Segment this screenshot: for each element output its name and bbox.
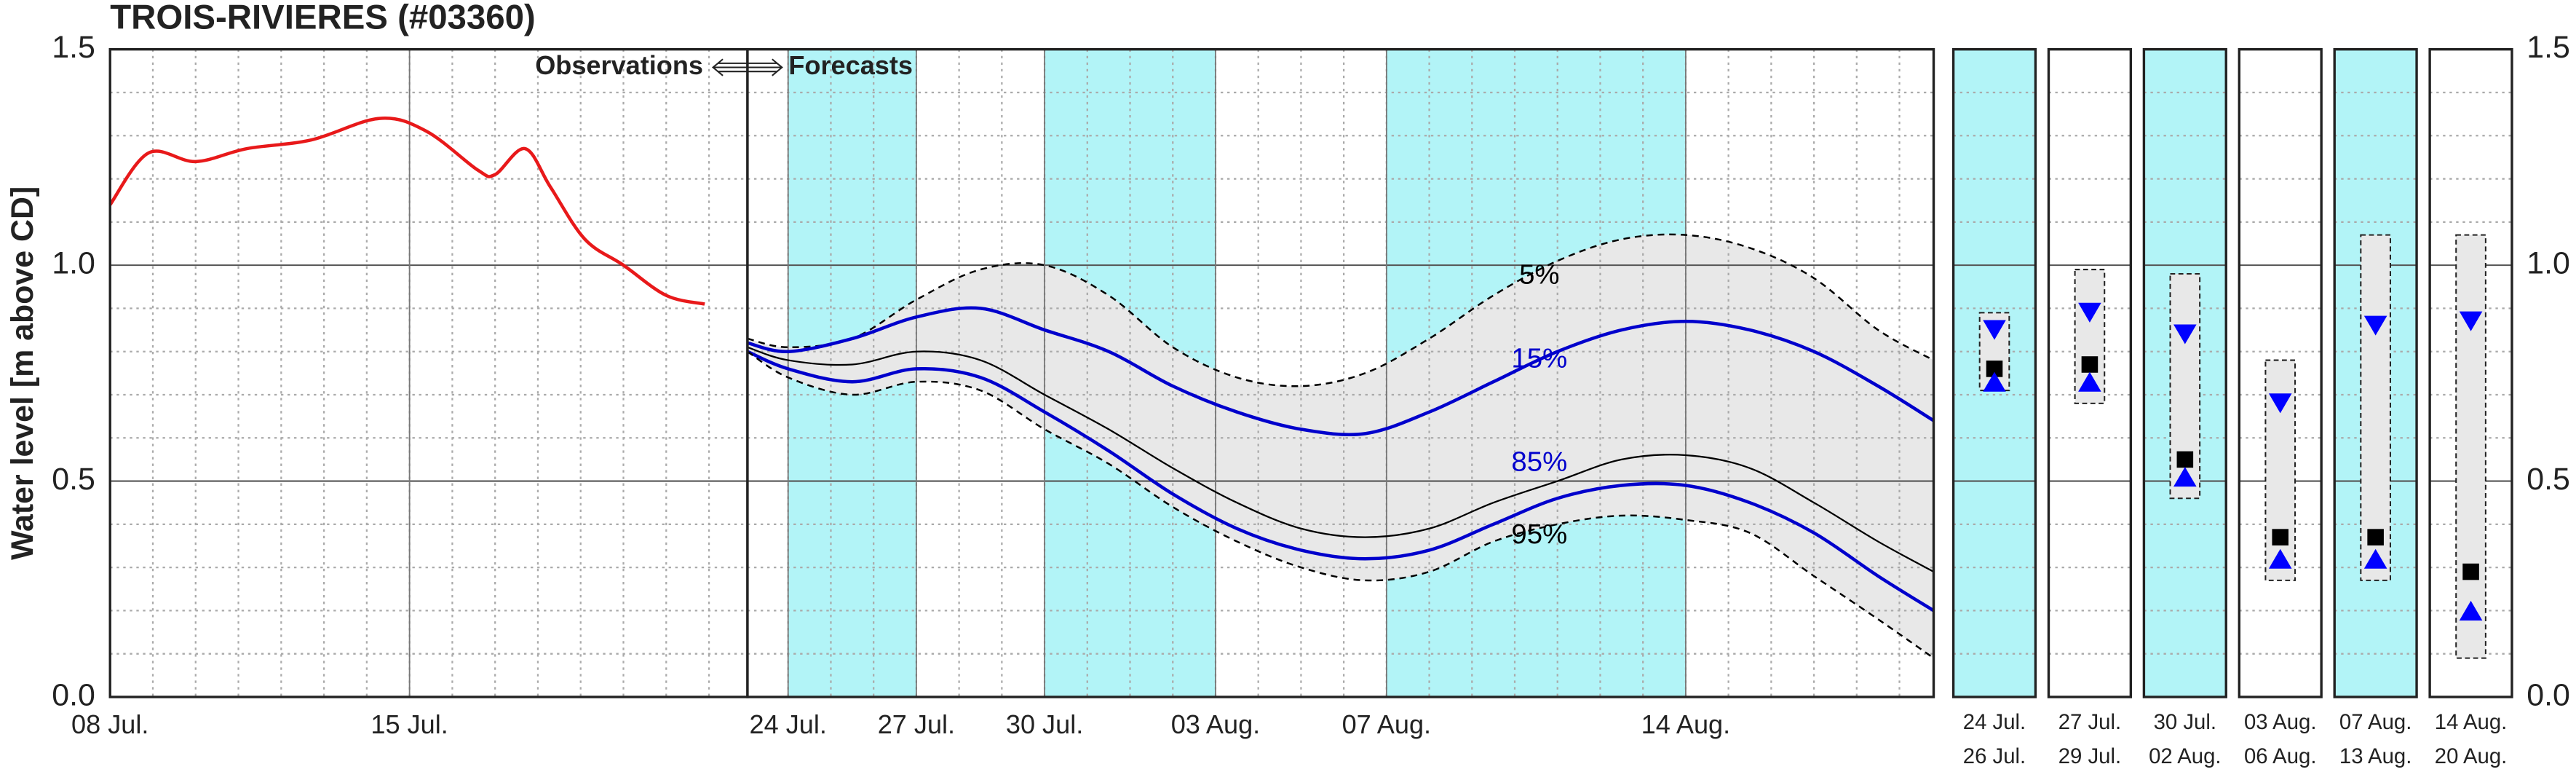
annotation: Observations bbox=[535, 50, 703, 80]
plot-frame bbox=[746, 48, 1935, 698]
y-axis-label: Water level [m above CD] bbox=[5, 186, 40, 560]
series-label: 5% bbox=[1519, 259, 1559, 290]
series-line bbox=[108, 117, 705, 306]
p15-marker bbox=[2459, 311, 2483, 331]
x-tick-label: 24 Jul. bbox=[1963, 710, 2026, 734]
x-tick-label: 30 Jul. bbox=[2154, 710, 2216, 734]
p15-marker bbox=[2173, 324, 2197, 344]
range-box bbox=[2455, 234, 2486, 659]
x-tick-label: 24 Jul. bbox=[750, 709, 827, 739]
p85-marker bbox=[2173, 467, 2197, 487]
x-tick-label: 13 Aug. bbox=[2339, 744, 2411, 768]
series-label: 95% bbox=[1511, 519, 1567, 550]
p85-marker bbox=[2078, 371, 2101, 392]
p15-marker bbox=[2363, 315, 2387, 336]
chart-title: TROIS-RIVIERES (#03360) bbox=[110, 0, 536, 37]
x-tick-label: 08 Jul. bbox=[71, 709, 148, 739]
median-marker bbox=[2176, 451, 2194, 468]
panel-frame bbox=[2238, 48, 2323, 698]
y-tick-label: 1.0 bbox=[52, 245, 95, 280]
median-marker bbox=[2367, 529, 2384, 545]
p85-marker bbox=[2363, 548, 2387, 569]
x-tick-label: 29 Jul. bbox=[2058, 744, 2121, 768]
x-tick-label: 03 Aug. bbox=[2244, 710, 2316, 734]
x-tick-label: 07 Aug. bbox=[2339, 710, 2411, 734]
series-line bbox=[747, 346, 1935, 573]
x-tick-label: 07 Aug. bbox=[1342, 709, 1432, 739]
series-label: 15% bbox=[1511, 342, 1567, 374]
x-tick-label: 30 Jul. bbox=[1006, 709, 1083, 739]
x-tick-label: 14 Aug. bbox=[2435, 710, 2507, 734]
panel-frame bbox=[2333, 48, 2418, 698]
panel-frame bbox=[2047, 48, 2133, 698]
series-label: 85% bbox=[1511, 446, 1567, 478]
annotation: Forecasts bbox=[788, 50, 913, 80]
p15-marker bbox=[2078, 302, 2101, 323]
y-tick-label: 1.5 bbox=[52, 30, 95, 65]
x-tick-label: 15 Jul. bbox=[370, 709, 448, 739]
x-tick-label: 06 Aug. bbox=[2244, 744, 2316, 768]
median-marker bbox=[2462, 563, 2479, 580]
x-tick-label: 14 Aug. bbox=[1641, 709, 1731, 739]
panel-frame bbox=[2142, 48, 2227, 698]
p85-marker bbox=[2459, 600, 2483, 621]
p15-marker bbox=[1983, 320, 2006, 340]
series-line bbox=[747, 233, 1935, 387]
range-box bbox=[2264, 359, 2296, 581]
y-tick-label: 0.0 bbox=[2527, 677, 2570, 712]
median-marker bbox=[2272, 529, 2289, 545]
y-tick-label: 0.0 bbox=[52, 677, 95, 712]
median-marker bbox=[1986, 361, 2003, 377]
series-line bbox=[747, 306, 1935, 436]
y-tick-label: 0.5 bbox=[52, 462, 95, 497]
panel-frame bbox=[1951, 48, 2037, 698]
y-tick-label: 1.0 bbox=[2527, 245, 2570, 280]
range-box bbox=[2360, 234, 2391, 581]
x-tick-label: 27 Jul. bbox=[2058, 710, 2121, 734]
x-tick-label: 03 Aug. bbox=[1171, 709, 1261, 739]
p15-marker bbox=[2268, 393, 2292, 414]
x-tick-label: 20 Aug. bbox=[2435, 744, 2507, 768]
x-tick-label: 26 Jul. bbox=[1963, 744, 2026, 768]
p85-marker bbox=[1983, 371, 2006, 392]
series-line bbox=[747, 350, 1935, 613]
series-line bbox=[747, 350, 1935, 659]
p85-marker bbox=[2268, 548, 2292, 569]
y-tick-label: 0.5 bbox=[2527, 462, 2570, 497]
y-tick-label: 1.5 bbox=[2527, 30, 2570, 65]
x-tick-label: 02 Aug. bbox=[2149, 744, 2221, 768]
panel-frame bbox=[2428, 48, 2513, 698]
median-marker bbox=[2081, 356, 2099, 373]
x-tick-label: 27 Jul. bbox=[878, 709, 955, 739]
plot-background bbox=[110, 49, 748, 697]
